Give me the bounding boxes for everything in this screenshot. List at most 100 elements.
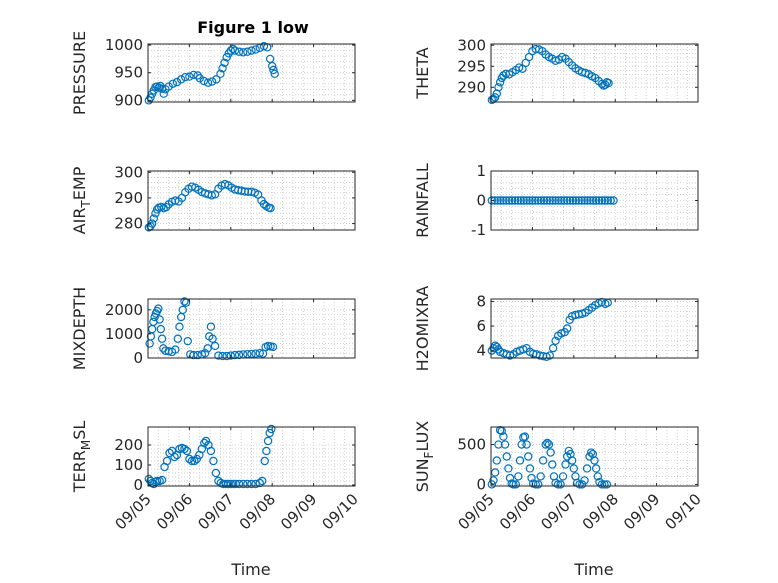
data-point xyxy=(230,350,240,360)
y-axis-label-subscript: T xyxy=(79,200,93,209)
data-point xyxy=(243,47,252,56)
data-point xyxy=(218,64,227,73)
data-point xyxy=(499,196,508,205)
data-point xyxy=(553,480,563,489)
subplot-air-temp: 280 290 300 AIRTEMP xyxy=(70,163,356,234)
data-point xyxy=(500,440,510,449)
data-point xyxy=(586,448,596,457)
data-point xyxy=(604,78,613,88)
y-tick-label: 200 xyxy=(114,436,143,454)
data-point xyxy=(545,351,554,360)
x-tick-label: 09/06 xyxy=(496,490,539,533)
data-point xyxy=(551,196,560,205)
data-point xyxy=(543,438,552,448)
data-point xyxy=(258,476,267,486)
data-point xyxy=(208,334,217,343)
data-point xyxy=(561,460,570,469)
data-point xyxy=(180,297,189,306)
data-point xyxy=(255,348,264,358)
series-markers xyxy=(144,42,279,105)
data-point xyxy=(603,196,612,205)
data-point xyxy=(218,351,227,361)
data-point xyxy=(548,196,557,205)
data-point xyxy=(577,196,586,205)
data-point xyxy=(212,75,221,84)
x-tick-label: 09/05 xyxy=(455,490,498,533)
x-axis-label-right: Time xyxy=(573,560,613,579)
data-point xyxy=(600,480,609,489)
y-axis-label: MIXDEPTH xyxy=(70,287,89,370)
data-point xyxy=(262,446,271,456)
data-point xyxy=(239,479,248,489)
data-point xyxy=(168,79,178,88)
data-point xyxy=(214,351,223,360)
data-point xyxy=(207,77,217,86)
y-tick-label: 1000 xyxy=(105,325,143,343)
data-point xyxy=(504,464,513,473)
y-axis-label: PRESSURE xyxy=(70,31,89,115)
y-tick-label: 4 xyxy=(476,342,486,360)
data-point xyxy=(505,473,515,483)
data-point xyxy=(226,351,235,360)
data-point xyxy=(567,456,577,465)
data-point xyxy=(519,196,528,205)
data-point xyxy=(597,480,607,489)
data-point xyxy=(502,452,511,461)
data-point xyxy=(211,468,221,478)
x-tick-label: 09/05 xyxy=(112,490,155,533)
axes-box xyxy=(147,426,356,487)
y-tick-label: 8 xyxy=(476,292,486,310)
x-tick-label: 09/08 xyxy=(236,490,279,533)
y-tick-label: 280 xyxy=(114,215,143,233)
y-tick-label: 100 xyxy=(114,456,143,474)
data-point xyxy=(571,196,581,205)
x-tick-label: 09/09 xyxy=(620,490,663,533)
data-point xyxy=(557,196,566,205)
data-point xyxy=(206,322,216,331)
data-point xyxy=(502,196,511,205)
data-point xyxy=(554,196,563,205)
data-point xyxy=(591,196,601,205)
data-point xyxy=(536,472,545,481)
data-point xyxy=(546,448,555,457)
data-point xyxy=(541,440,550,449)
data-point xyxy=(499,432,508,441)
y-tick-label: -1 xyxy=(471,221,486,239)
data-point xyxy=(542,196,552,205)
y-axis-label: AIRTEMP xyxy=(70,166,93,234)
data-point xyxy=(209,456,218,466)
data-point xyxy=(267,424,276,434)
data-point xyxy=(239,48,248,57)
data-point xyxy=(495,78,505,87)
data-point xyxy=(545,196,554,205)
data-point xyxy=(533,196,543,205)
data-point xyxy=(189,70,198,80)
data-point xyxy=(551,336,560,345)
data-point xyxy=(493,196,502,205)
y-tick-label: 500 xyxy=(457,436,486,454)
data-point xyxy=(487,480,497,489)
x-tick-label: 09/08 xyxy=(579,490,622,533)
x-tick-label: 09/07 xyxy=(194,490,237,533)
y-tick-label: 2000 xyxy=(105,301,143,319)
data-point xyxy=(162,202,171,212)
data-point xyxy=(513,196,523,205)
data-point xyxy=(586,196,595,205)
series-markers xyxy=(487,297,612,361)
data-point xyxy=(270,69,279,79)
data-point xyxy=(149,214,158,223)
y-tick-label: 290 xyxy=(457,78,486,96)
data-point xyxy=(536,196,546,205)
series-markers xyxy=(487,44,613,105)
y-axis-label: RAINFALL xyxy=(413,163,432,238)
subplot-theta: 290 295 300 THETA xyxy=(413,36,699,105)
figure-title: Figure 1 low xyxy=(197,18,309,37)
data-point xyxy=(565,196,575,205)
data-point xyxy=(181,72,190,82)
series-markers xyxy=(144,179,275,232)
data-point xyxy=(220,58,229,67)
data-point xyxy=(260,456,269,466)
data-point xyxy=(575,480,584,489)
data-point xyxy=(203,78,213,87)
